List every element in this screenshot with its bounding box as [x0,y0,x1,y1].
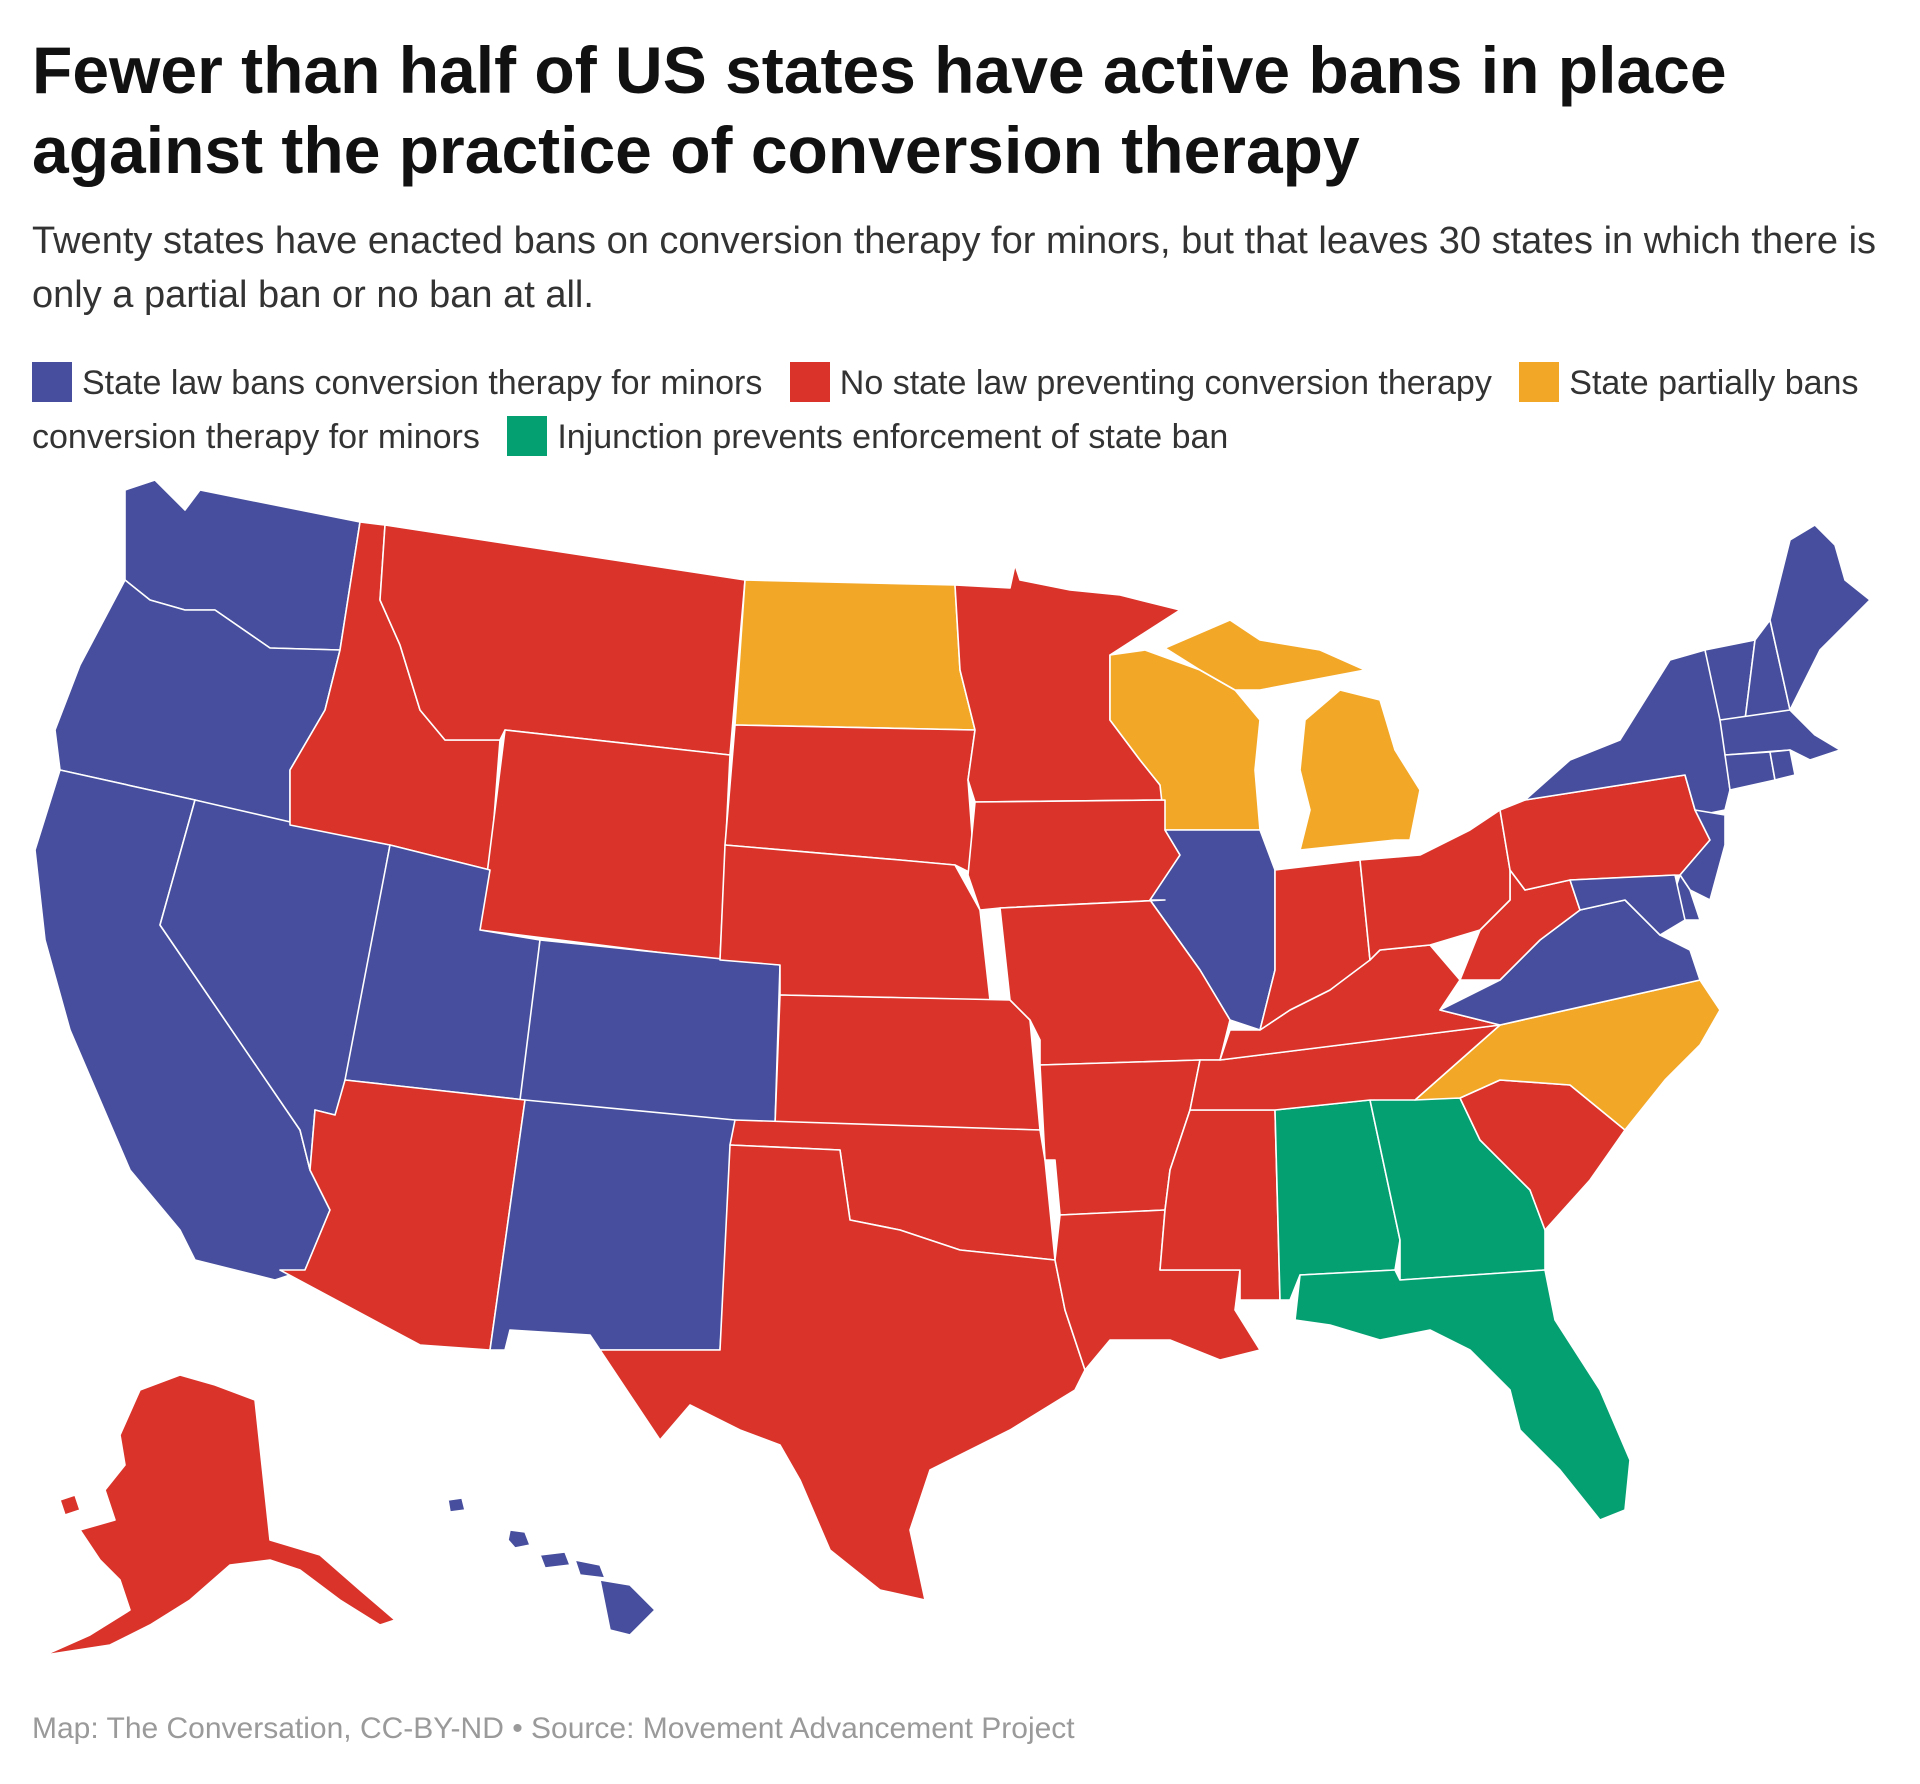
state-new-jersey [1679,809,1726,901]
state-connecticut [1724,751,1776,791]
legend-label-partial: State partially bans conversion therapy … [32,364,1859,456]
state-montana [379,524,746,756]
source-note: Map: The Conversation, CC-BY-ND • Source… [32,1712,1075,1745]
state-north-dakota [734,579,976,731]
legend-swatch-ban [32,362,72,402]
legend-item-injunction: Injunction prevents enforcement of state… [507,416,1229,456]
legend-label-none: No state law preventing conversion thera… [839,364,1492,402]
state-florida [1294,1269,1631,1521]
chart-subtitle: Twenty states have enacted bans on conve… [32,220,1877,316]
legend-label-ban: State law bans conversion therapy for mi… [82,364,763,402]
state-new-mexico [489,1099,736,1351]
state-michigan [1164,619,1421,851]
state-iowa [967,799,1181,911]
legend-swatch-injunction [507,416,548,456]
state-alaska [44,1374,396,1656]
us-map-svg [34,479,1871,1656]
legend-label-injunction: Injunction prevents enforcement of state… [557,418,1229,456]
legend-swatch-partial [1519,362,1560,402]
state-hawaii [447,1497,656,1636]
chart-title: Fewer than half of US states have active… [32,33,1727,187]
state-ohio [1359,809,1511,961]
state-illinois [1149,829,1276,1031]
legend-item-partial: State partially bans conversion therapy … [32,362,1859,456]
legend-item-ban: State law bans conversion therapy for mi… [32,362,763,402]
state-pennsylvania [1499,774,1711,891]
legend-swatch-none [789,362,830,402]
state-maryland [1569,874,1686,936]
state-wyoming [479,729,731,961]
state-maine [1769,524,1871,711]
legend: State law bans conversion therapy for mi… [32,356,1892,464]
us-map [0,470,1920,1670]
state-colorado [519,939,781,1126]
state-kansas [774,994,1041,1131]
state-wisconsin [1109,649,1261,831]
state-rhode-island [1769,749,1796,781]
legend-item-none: No state law preventing conversion thera… [789,362,1492,402]
state-texas [599,1144,1086,1601]
state-tennessee [1189,1024,1501,1111]
